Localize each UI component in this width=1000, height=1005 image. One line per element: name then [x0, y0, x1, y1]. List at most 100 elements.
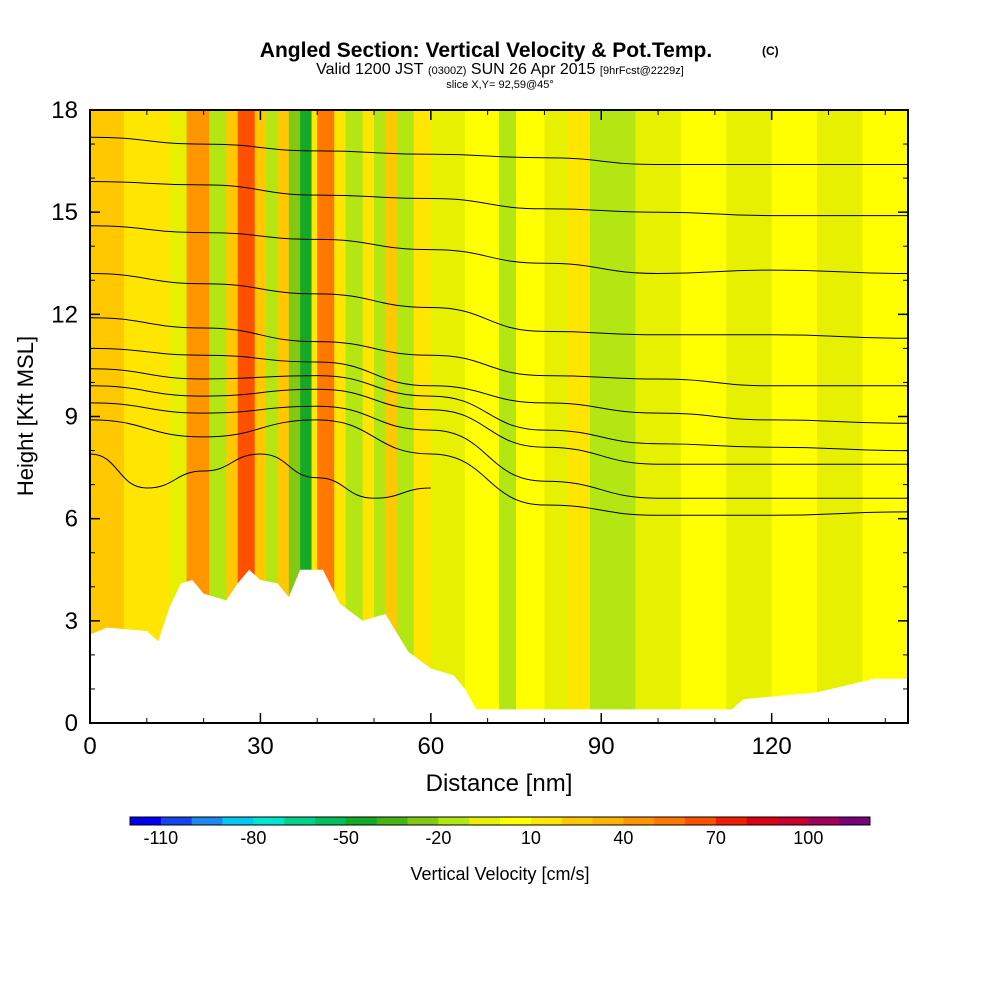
y-tick-label: 9	[65, 404, 78, 431]
velocity-band-21	[413, 110, 432, 723]
colorbar-swatch-21	[777, 817, 809, 825]
theta-contour-0	[90, 453, 431, 499]
velocity-band-32	[771, 110, 818, 723]
colorbar-swatch-0	[130, 817, 162, 825]
velocity-band-20	[396, 110, 415, 723]
colorbar-swatch-15	[592, 817, 624, 825]
velocity-band-19	[385, 110, 398, 723]
colorbar-tick-label: -80	[240, 828, 266, 848]
chart-subtitle: Valid 1200 JST (0300Z) SUN 26 Apr 2015 […	[316, 61, 684, 78]
slice-info: slice X,Y= 92,59@45°	[446, 79, 554, 91]
theta-contour-10	[90, 136, 908, 166]
velocity-band-28	[589, 110, 636, 723]
colorbar-tick-label: 70	[706, 828, 726, 848]
colorbar-swatch-20	[746, 817, 778, 825]
theta-contour-5	[90, 347, 908, 424]
theta-contour-2	[90, 402, 908, 499]
theta-contour-3	[90, 385, 908, 465]
colorbar-swatch-8	[376, 817, 408, 825]
colorbar-tick-label: -20	[425, 828, 451, 848]
theta-contour-8	[90, 225, 908, 275]
colorbar-swatch-4	[253, 817, 285, 825]
velocity-band-16	[345, 110, 364, 723]
y-tick-label: 15	[51, 199, 78, 226]
theta-contour-1	[90, 419, 908, 516]
colorbar-label: Vertical Velocity [cm/s]	[410, 864, 589, 884]
velocity-band-30	[680, 110, 727, 723]
chart-title-unit: (C)	[762, 44, 779, 58]
y-tick-label: 6	[65, 506, 78, 533]
velocity-band-14	[317, 110, 335, 723]
x-tick-label: 30	[247, 733, 274, 760]
velocity-band-4	[186, 110, 210, 723]
velocity-band-29	[635, 110, 682, 723]
theta-contour-9	[90, 181, 908, 217]
velocity-band-9	[266, 110, 278, 723]
velocity-band-7	[237, 110, 256, 723]
colorbar-swatch-16	[623, 817, 655, 825]
x-tick-label: 0	[83, 733, 96, 760]
colorbar-swatch-9	[407, 817, 439, 825]
x-tick-label: 90	[588, 733, 615, 760]
velocity-band-15	[334, 110, 347, 723]
colorbar: -110 -80 -50 -20 10 40 70 100	[129, 816, 871, 848]
y-axis-label: Height [Kft MSL]	[13, 336, 38, 496]
colorbar-swatch-22	[808, 817, 840, 825]
y-tick-label: 12	[51, 301, 78, 328]
colorbar-swatch-10	[438, 817, 470, 825]
valid-prefix: Valid 1200 JST	[316, 61, 424, 78]
velocity-band-11	[288, 110, 301, 723]
x-tick-label: 60	[417, 733, 444, 760]
colorbar-swatch-6	[315, 817, 347, 825]
theta-contour-7	[90, 273, 908, 339]
velocity-band-12	[300, 110, 313, 723]
x-tick-label: 120	[752, 733, 792, 760]
velocity-band-25	[516, 110, 545, 723]
colorbar-frame	[129, 816, 871, 826]
colorbar-swatch-2	[191, 817, 223, 825]
velocity-band-5	[209, 110, 227, 723]
velocity-band-8	[254, 110, 267, 723]
x-axis-label: Distance [nm]	[426, 770, 573, 797]
velocity-band-31	[726, 110, 773, 723]
colorbar-swatch-11	[469, 817, 501, 825]
y-tick-label: 0	[65, 710, 78, 737]
colorbar-swatch-7	[345, 817, 378, 825]
velocity-band-18	[374, 110, 386, 723]
colorbar-swatch-5	[284, 817, 316, 825]
velocity-band-22	[430, 110, 466, 723]
colorbar-swatch-1	[160, 817, 193, 825]
colorbar-tick-label: 10	[521, 828, 541, 848]
colorbar-tick-label: -110	[143, 828, 178, 848]
velocity-band-10	[277, 110, 290, 723]
colorbar-tick-label: -50	[333, 828, 359, 848]
valid-date: SUN 26 Apr 2015	[471, 61, 596, 78]
velocity-band-33	[817, 110, 864, 723]
velocity-band-2	[146, 110, 171, 723]
velocity-band-24	[499, 110, 517, 723]
terrain	[90, 569, 908, 723]
colorbar-swatch-23	[839, 817, 871, 825]
colorbar-swatch-19	[715, 817, 748, 825]
velocity-band-13	[311, 110, 318, 723]
theta-contour-4	[90, 368, 908, 452]
colorbar-tick-label: 100	[793, 828, 823, 848]
colorbar-swatch-17	[654, 817, 686, 825]
colorbar-tick-label: 40	[613, 828, 633, 848]
velocity-band-3	[169, 110, 188, 723]
colorbar-swatch-18	[685, 817, 717, 825]
colorbar-swatch-3	[222, 817, 254, 825]
chart-title: Angled Section: Vertical Velocity & Pot.…	[260, 39, 712, 62]
velocity-band-26	[544, 110, 568, 723]
plot-area	[89, 109, 909, 724]
y-tick-label: 18	[51, 97, 78, 124]
velocity-band-27	[567, 110, 591, 723]
forecast-info: [9hrFcst@2229z]	[600, 65, 684, 77]
velocity-band-1	[124, 110, 148, 723]
velocity-band-6	[226, 110, 239, 723]
colorbar-swatch-12	[500, 817, 532, 825]
colorbar-swatch-13	[530, 817, 563, 825]
colorbar-swatch-14	[561, 817, 593, 825]
